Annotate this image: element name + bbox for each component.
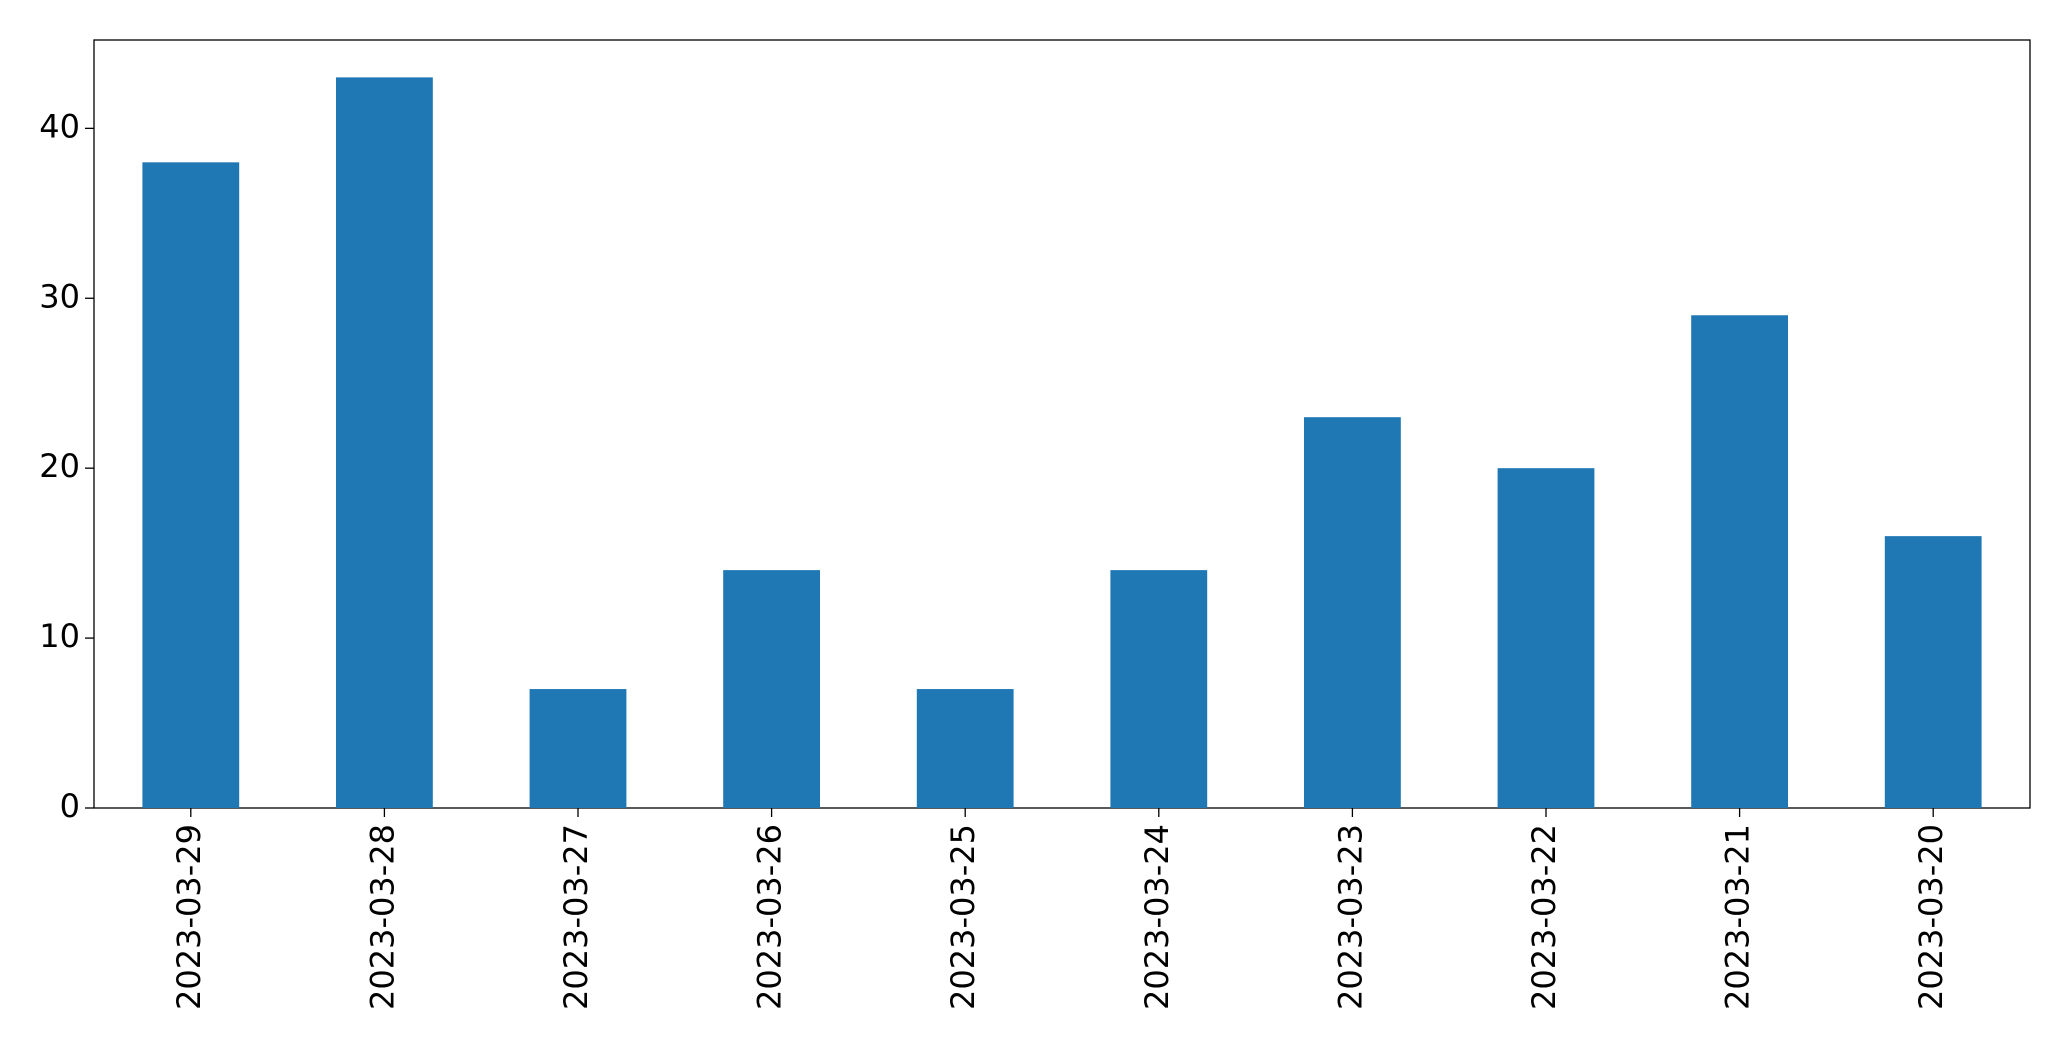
y-tick-label: 30 [39,277,80,315]
x-tick-label: 2023-03-27 [557,824,595,1010]
x-tick-label: 2023-03-24 [1138,824,1176,1010]
x-tick-label: 2023-03-28 [363,824,401,1010]
bar [529,689,627,808]
x-tick-label: 2023-03-26 [751,824,789,1010]
bar [1691,315,1788,808]
bar [142,162,240,808]
bar [1304,417,1401,808]
x-tick-label: 2023-03-23 [1331,824,1369,1010]
plot-frame [93,39,2031,809]
y-tick-label: 0 [60,787,80,825]
bar [723,570,820,808]
x-tick-label: 2023-03-22 [1525,824,1563,1010]
y-tick-label: 40 [39,107,80,145]
x-tick-label: 2023-03-20 [1912,824,1950,1010]
x-tick-label: 2023-03-29 [170,824,208,1010]
bar [916,689,1014,808]
bar [1110,570,1208,808]
x-tick-label: 2023-03-25 [944,824,982,1010]
bar [1497,468,1595,808]
y-tick-label: 20 [39,447,80,485]
bar [1884,536,1982,808]
y-tick-label: 10 [39,617,80,655]
bar [336,77,433,808]
x-tick-label: 2023-03-21 [1719,824,1757,1010]
